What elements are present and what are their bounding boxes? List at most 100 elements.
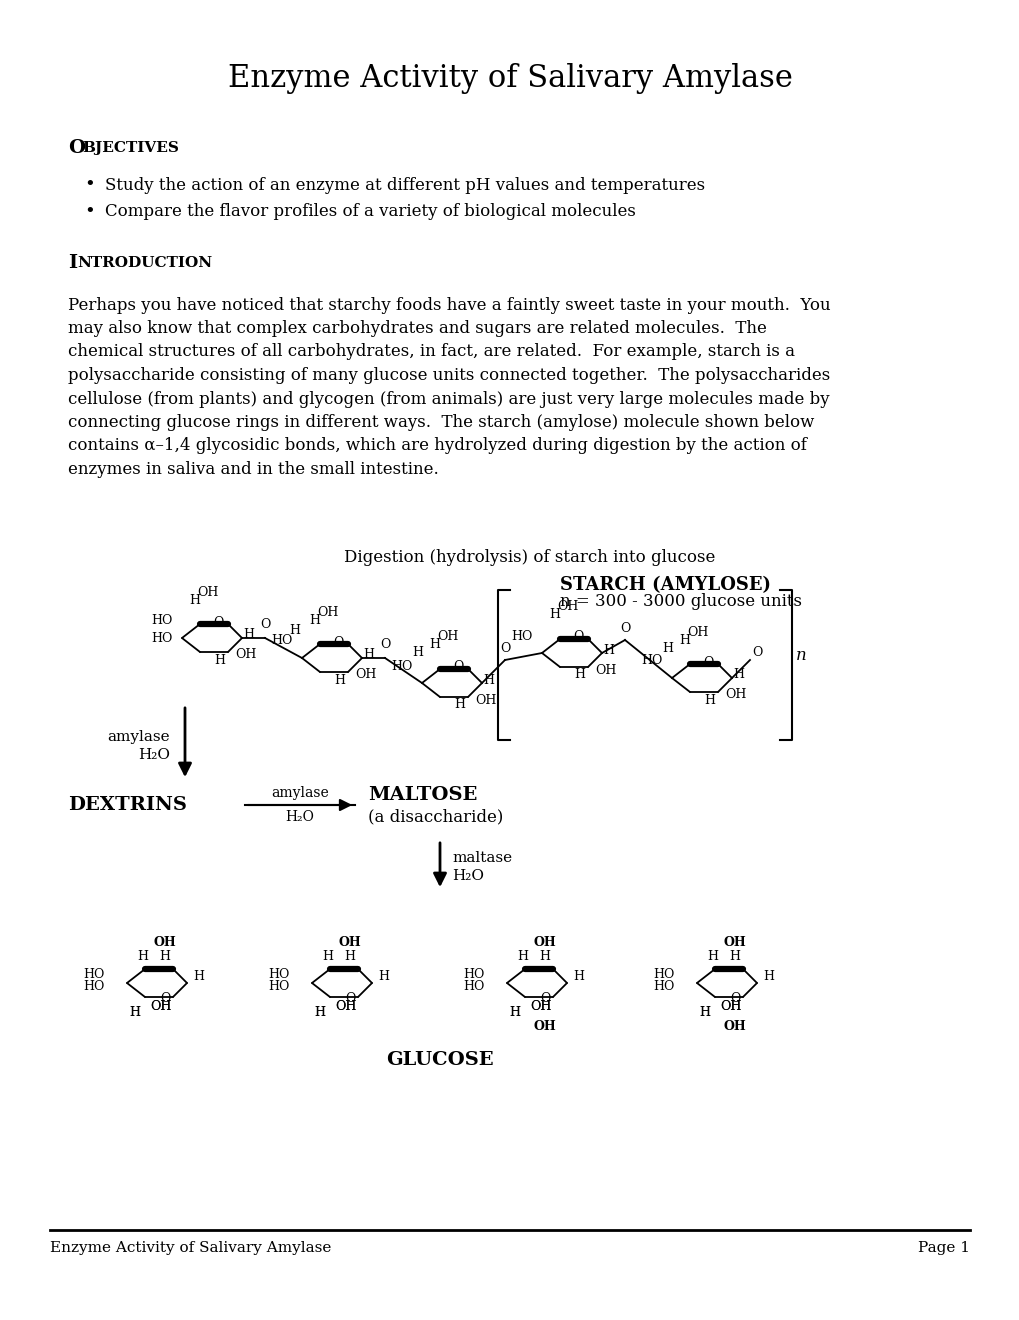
Text: HO: HO	[151, 631, 172, 644]
Text: STARCH (AMYLOSE): STARCH (AMYLOSE)	[559, 576, 770, 594]
Text: contains α–1,4 glycosidic bonds, which are hydrolyzed during digestion by the ac: contains α–1,4 glycosidic bonds, which a…	[68, 437, 806, 454]
Text: O: O	[702, 656, 712, 668]
Text: H: H	[129, 1006, 141, 1019]
Text: •: •	[85, 203, 96, 220]
Text: H: H	[483, 673, 493, 686]
Text: OH: OH	[437, 631, 459, 644]
Text: H: H	[662, 642, 673, 655]
Text: H: H	[699, 1006, 710, 1019]
Text: H: H	[334, 673, 345, 686]
Text: HO: HO	[84, 969, 105, 982]
Text: O: O	[213, 615, 223, 628]
Text: OH: OH	[334, 1001, 356, 1014]
Text: Perhaps you have noticed that starchy foods have a faintly sweet taste in your m: Perhaps you have noticed that starchy fo…	[68, 297, 829, 314]
Text: OH: OH	[530, 1001, 551, 1014]
Text: I: I	[68, 253, 77, 272]
Text: H: H	[344, 950, 356, 964]
Text: H: H	[289, 623, 301, 636]
Text: H: H	[429, 639, 440, 652]
Text: H: H	[159, 950, 170, 964]
Text: cellulose (from plants) and glycogen (from animals) are just very large molecule: cellulose (from plants) and glycogen (fr…	[68, 391, 828, 408]
Text: H: H	[762, 970, 773, 983]
Text: H: H	[412, 647, 423, 660]
Text: H: H	[539, 950, 550, 964]
Text: O: O	[260, 619, 270, 631]
Text: OH: OH	[334, 1001, 356, 1014]
Text: connecting glucose rings in different ways.  The starch (amylose) molecule shown: connecting glucose rings in different wa…	[68, 414, 813, 432]
Text: Study the action of an enzyme at different pH values and temperatures: Study the action of an enzyme at differe…	[105, 177, 704, 194]
Text: OH: OH	[719, 1001, 741, 1014]
Text: H: H	[129, 1006, 141, 1019]
Text: DEXTRINS: DEXTRINS	[68, 796, 186, 814]
Text: OH: OH	[197, 586, 218, 598]
Text: O: O	[730, 993, 740, 1006]
Text: HO: HO	[464, 969, 484, 982]
Text: OH: OH	[355, 668, 376, 681]
Text: chemical structures of all carbohydrates, in fact, are related.  For example, st: chemical structures of all carbohydrates…	[68, 343, 794, 360]
Text: H: H	[510, 1006, 520, 1019]
Text: Enzyme Activity of Salivary Amylase: Enzyme Activity of Salivary Amylase	[50, 1241, 331, 1255]
Text: H: H	[733, 668, 743, 681]
Text: H: H	[704, 693, 714, 706]
Text: OH: OH	[530, 1001, 551, 1014]
Text: OH: OH	[722, 936, 746, 949]
Text: O: O	[379, 639, 390, 652]
Text: OH: OH	[338, 936, 361, 949]
Text: OH: OH	[687, 626, 708, 639]
Text: n: n	[795, 647, 806, 664]
Text: polysaccharide consisting of many glucose units connected together.  The polysac: polysaccharide consisting of many glucos…	[68, 367, 829, 384]
Text: •: •	[85, 176, 96, 194]
Text: HO: HO	[391, 660, 413, 672]
Text: OH: OH	[725, 689, 746, 701]
Text: O: O	[573, 631, 583, 644]
Text: H: H	[314, 1006, 325, 1019]
Text: HO: HO	[268, 969, 289, 982]
Text: OH: OH	[533, 1020, 555, 1034]
Text: OH: OH	[556, 601, 578, 614]
Text: H: H	[699, 1006, 710, 1019]
Text: enzymes in saliva and in the small intestine.: enzymes in saliva and in the small intes…	[68, 461, 438, 478]
Text: H: H	[707, 950, 717, 964]
Text: NTRODUCTION: NTRODUCTION	[76, 256, 212, 271]
Text: H: H	[602, 644, 613, 656]
Text: OH: OH	[150, 1001, 171, 1014]
Text: HO: HO	[268, 981, 289, 994]
Text: HO: HO	[464, 981, 484, 994]
Text: HO: HO	[653, 969, 675, 982]
Text: HO: HO	[641, 655, 662, 668]
Text: Digestion (hydrolysis) of starch into glucose: Digestion (hydrolysis) of starch into gl…	[344, 549, 715, 566]
Text: O: O	[332, 635, 342, 648]
Text: OH: OH	[533, 936, 555, 949]
Text: Page 1: Page 1	[917, 1241, 969, 1255]
Text: n = 300 - 3000 glucose units: n = 300 - 3000 glucose units	[559, 594, 801, 610]
Text: HO: HO	[653, 981, 675, 994]
Text: BJECTIVES: BJECTIVES	[82, 141, 178, 154]
Text: H: H	[363, 648, 374, 661]
Text: OH: OH	[234, 648, 256, 661]
Text: HO: HO	[84, 981, 105, 994]
Text: H₂O: H₂O	[138, 748, 170, 762]
Text: GLUCOSE: GLUCOSE	[386, 1051, 493, 1069]
Text: H₂O: H₂O	[285, 810, 314, 824]
Text: HO: HO	[511, 630, 532, 643]
Text: O: O	[499, 642, 510, 655]
Text: O: O	[68, 139, 85, 157]
Text: H: H	[517, 950, 528, 964]
Text: MALTOSE: MALTOSE	[368, 785, 477, 804]
Text: O: O	[160, 993, 170, 1006]
Text: OH: OH	[594, 664, 615, 676]
Text: H: H	[314, 1006, 325, 1019]
Text: H: H	[510, 1006, 520, 1019]
Text: OH: OH	[317, 606, 338, 619]
Text: H: H	[243, 628, 254, 642]
Text: H: H	[309, 614, 320, 627]
Text: OH: OH	[475, 693, 496, 706]
Text: H₂O: H₂O	[451, 869, 484, 883]
Text: HO: HO	[151, 615, 172, 627]
Text: O: O	[452, 660, 463, 673]
Text: Compare the flavor profiles of a variety of biological molecules: Compare the flavor profiles of a variety…	[105, 203, 635, 220]
Text: (a disaccharide): (a disaccharide)	[368, 808, 503, 825]
Text: H: H	[378, 970, 388, 983]
Text: H: H	[138, 950, 149, 964]
Text: H: H	[322, 950, 333, 964]
